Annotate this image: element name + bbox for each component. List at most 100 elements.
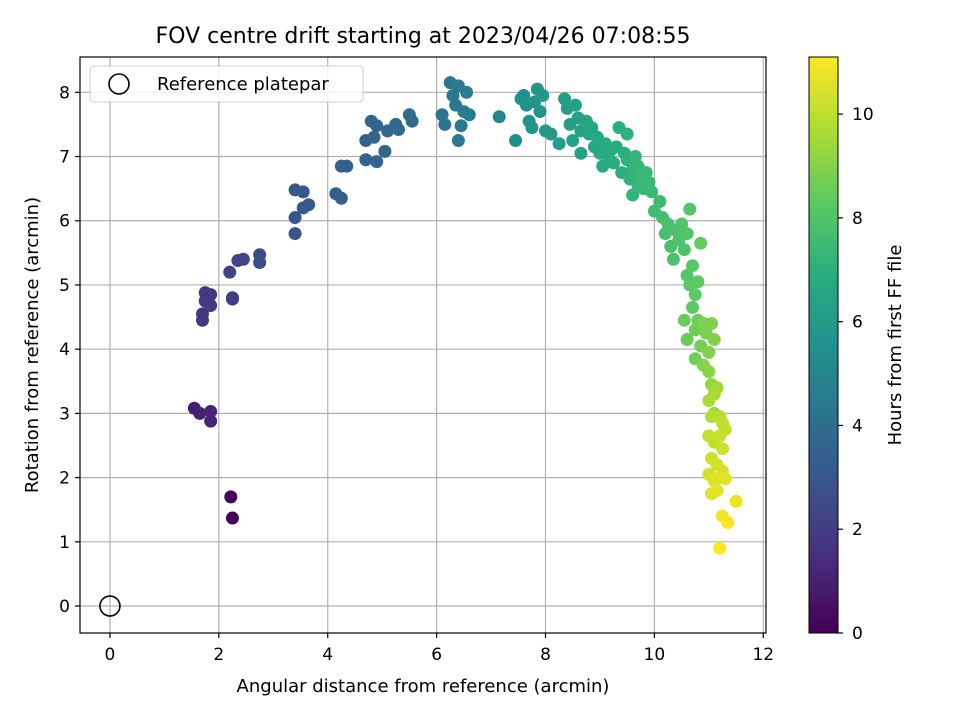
data-point <box>653 194 667 208</box>
data-point <box>666 252 680 266</box>
x-tick-label: 2 <box>213 645 224 665</box>
data-point <box>204 288 218 302</box>
data-point <box>533 105 547 119</box>
x-tick-label: 6 <box>431 645 442 665</box>
x-tick-label: 0 <box>105 645 116 665</box>
colorbar-tick-label: 8 <box>852 209 863 229</box>
y-tick-label: 2 <box>59 469 70 489</box>
data-point <box>225 511 239 525</box>
y-tick-label: 7 <box>59 148 70 168</box>
data-point <box>552 137 566 151</box>
data-point <box>438 117 452 131</box>
y-axis-label: Rotation from reference (arcmin) <box>22 197 43 493</box>
data-point <box>707 387 721 401</box>
data-point <box>340 159 354 173</box>
x-tick-label: 4 <box>322 645 333 665</box>
data-point <box>223 265 237 279</box>
data-point <box>680 333 694 347</box>
data-point <box>721 516 735 530</box>
legend-marker-icon <box>108 73 130 95</box>
x-tick-label: 12 <box>752 645 774 665</box>
data-point <box>626 188 640 202</box>
data-point <box>686 259 699 273</box>
y-tick-label: 5 <box>59 276 70 296</box>
x-tick-label: 10 <box>644 645 666 665</box>
data-point <box>710 483 724 497</box>
data-point <box>253 248 267 262</box>
y-tick-label: 3 <box>59 404 70 424</box>
x-axis-ticks: 0 2 4 6 8 10 12 <box>105 633 774 665</box>
data-point <box>525 121 539 135</box>
legend: Reference platepar <box>89 65 364 103</box>
data-point <box>224 490 238 504</box>
data-point <box>392 123 405 137</box>
data-point <box>680 227 694 241</box>
data-point <box>204 404 218 418</box>
reference-platepar-marker <box>99 595 121 617</box>
colorbar-tick-label: 10 <box>852 105 874 125</box>
data-point <box>677 313 691 327</box>
data-point <box>566 133 580 147</box>
y-tick-label: 1 <box>59 533 70 553</box>
data-point <box>225 291 239 305</box>
data-point <box>334 191 348 205</box>
data-point <box>688 288 702 302</box>
x-axis-label: Angular distance from reference (arcmin) <box>237 676 610 697</box>
y-tick-label: 0 <box>59 597 70 617</box>
colorbar-label: Hours from first FF file <box>885 245 906 446</box>
colorbar <box>808 56 839 634</box>
data-point <box>607 156 621 170</box>
data-point <box>288 211 302 225</box>
x-tick-label: 8 <box>540 645 551 665</box>
colorbar-tick-label: 0 <box>852 624 863 644</box>
data-point <box>288 227 302 241</box>
data-point <box>451 133 465 147</box>
data-point <box>405 114 419 128</box>
y-tick-label: 4 <box>59 340 70 360</box>
data-point <box>585 121 599 135</box>
data-point <box>536 89 550 103</box>
data-point <box>675 217 689 231</box>
legend-box <box>89 65 364 103</box>
data-point <box>686 300 699 314</box>
data-point <box>236 252 250 266</box>
data-point <box>713 541 727 555</box>
data-point <box>367 130 381 144</box>
data-points <box>187 76 743 555</box>
colorbar-tick-label: 4 <box>852 416 863 436</box>
data-point <box>705 316 719 330</box>
y-tick-label: 6 <box>59 212 70 232</box>
data-point <box>204 299 218 313</box>
data-point <box>296 185 310 199</box>
data-point <box>460 85 474 99</box>
data-point <box>370 155 384 169</box>
data-point <box>462 108 476 122</box>
data-point <box>568 98 582 112</box>
data-point <box>702 345 716 359</box>
data-point <box>683 202 697 216</box>
data-point <box>204 414 218 428</box>
data-point <box>677 243 691 257</box>
data-point <box>694 236 708 250</box>
data-point <box>509 133 523 147</box>
y-axis-ticks: 0 1 2 3 4 5 6 7 8 <box>59 83 80 617</box>
legend-entry-reference-platepar: Reference platepar <box>157 74 329 95</box>
data-point <box>620 127 634 141</box>
data-point <box>574 146 588 160</box>
grid-lines <box>80 57 766 633</box>
data-point <box>302 198 316 212</box>
data-point <box>544 127 558 141</box>
data-point <box>193 406 207 420</box>
data-point <box>196 307 209 321</box>
data-point <box>359 153 373 167</box>
data-point <box>718 472 732 486</box>
colorbar-tick-label: 6 <box>852 313 863 333</box>
data-point <box>370 119 384 133</box>
plot-frame <box>79 56 767 634</box>
y-tick-label: 8 <box>59 83 70 103</box>
data-point <box>645 185 659 199</box>
colorbar-ticks: 0 2 4 6 8 10 <box>838 105 874 644</box>
data-point <box>715 442 729 456</box>
